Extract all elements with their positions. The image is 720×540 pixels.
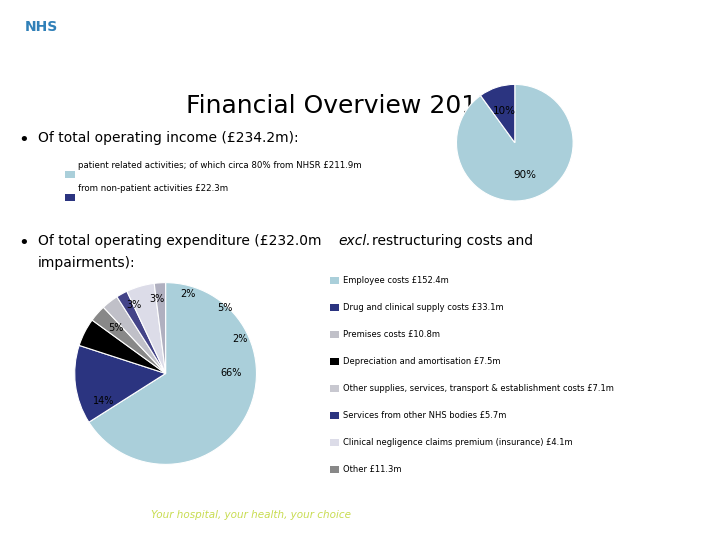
Text: Premises costs £10.8m: Premises costs £10.8m bbox=[343, 330, 440, 339]
Text: •: • bbox=[18, 131, 29, 149]
Text: NHS: NHS bbox=[24, 19, 58, 33]
Text: Depreciation and amortisation £7.5m: Depreciation and amortisation £7.5m bbox=[343, 357, 500, 366]
Wedge shape bbox=[456, 84, 573, 201]
Text: 5%: 5% bbox=[108, 323, 123, 333]
Text: restructuring costs and: restructuring costs and bbox=[372, 234, 533, 248]
Text: impairments):: impairments): bbox=[38, 255, 135, 269]
Bar bbox=[65, 171, 75, 178]
Text: Employee costs £152.4m: Employee costs £152.4m bbox=[343, 276, 449, 285]
Bar bbox=[330, 358, 339, 365]
Text: Hospital: Hospital bbox=[83, 510, 135, 520]
Text: Other £11.3m: Other £11.3m bbox=[343, 465, 402, 474]
Text: 2%: 2% bbox=[233, 334, 248, 344]
Wedge shape bbox=[79, 320, 166, 374]
Text: 3%: 3% bbox=[126, 300, 141, 310]
Wedge shape bbox=[75, 346, 166, 422]
Text: Of total operating expenditure (£232.0m: Of total operating expenditure (£232.0m bbox=[38, 234, 326, 248]
Text: Services from other NHS bodies £5.7m: Services from other NHS bodies £5.7m bbox=[343, 411, 506, 420]
Bar bbox=[330, 304, 339, 311]
Text: excl.: excl. bbox=[338, 234, 371, 248]
Wedge shape bbox=[127, 284, 166, 374]
Text: Of total operating income (£234.2m):: Of total operating income (£234.2m): bbox=[38, 131, 299, 145]
Wedge shape bbox=[154, 282, 166, 374]
Wedge shape bbox=[104, 297, 166, 374]
Text: 10%: 10% bbox=[493, 105, 516, 116]
Bar bbox=[330, 466, 339, 473]
Text: 3%: 3% bbox=[149, 294, 164, 304]
Bar bbox=[9, 4, 73, 50]
Wedge shape bbox=[480, 84, 515, 143]
Text: The Rotherham NHS Foundation Trust: The Rotherham NHS Foundation Trust bbox=[484, 21, 706, 35]
Text: Financial Overview 2012/13: Financial Overview 2012/13 bbox=[186, 93, 534, 118]
Bar bbox=[330, 277, 339, 284]
Text: •: • bbox=[18, 234, 29, 252]
Text: 14%: 14% bbox=[93, 396, 114, 406]
Text: from non-patient activities £22.3m: from non-patient activities £22.3m bbox=[78, 184, 228, 193]
Text: Your hospital, your health, your choice: Your hospital, your health, your choice bbox=[151, 510, 351, 520]
Bar bbox=[330, 412, 339, 419]
Text: Drug and clinical supply costs £33.1m: Drug and clinical supply costs £33.1m bbox=[343, 303, 504, 312]
Text: 66%: 66% bbox=[220, 368, 242, 379]
Bar bbox=[330, 439, 339, 446]
Text: 2%: 2% bbox=[181, 288, 196, 299]
Text: patient related activities; of which circa 80% from NHSR £211.9m: patient related activities; of which cir… bbox=[78, 161, 361, 170]
Text: Rotherham: Rotherham bbox=[16, 510, 78, 520]
Text: 90%: 90% bbox=[514, 170, 536, 180]
Text: Clinical negligence claims premium (insurance) £4.1m: Clinical negligence claims premium (insu… bbox=[343, 438, 572, 447]
Bar bbox=[330, 385, 339, 392]
Text: 5%: 5% bbox=[217, 303, 233, 313]
Bar bbox=[65, 194, 75, 201]
Wedge shape bbox=[89, 282, 256, 464]
Text: Other supplies, services, transport & establishment costs £7.1m: Other supplies, services, transport & es… bbox=[343, 384, 614, 393]
Bar bbox=[330, 331, 339, 338]
Wedge shape bbox=[117, 291, 166, 374]
Wedge shape bbox=[92, 307, 166, 374]
